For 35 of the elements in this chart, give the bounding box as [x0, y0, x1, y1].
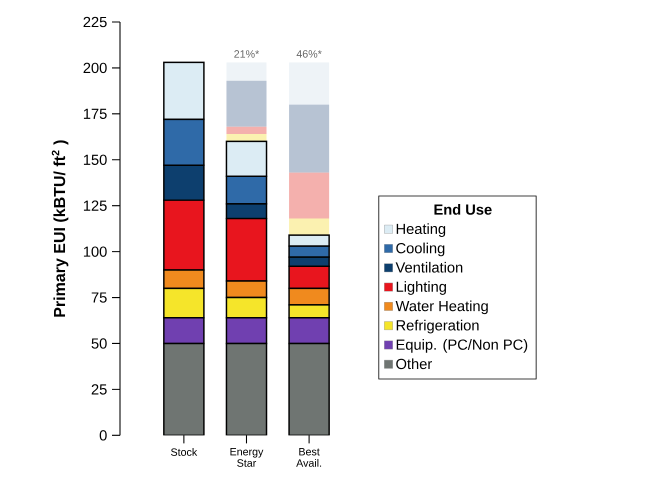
- legend-label: Cooling: [396, 242, 444, 256]
- legend-label: Water Heating: [396, 300, 488, 314]
- y-axis-title: Primary EUI (kBTU/ ft$^{2}$ ): [52, 140, 68, 317]
- bar: [226, 342, 268, 436]
- y-tick-label: 125: [84, 200, 107, 211]
- legend-label: Heating: [396, 223, 446, 237]
- y-tick-label: 200: [84, 62, 107, 74]
- bar: [226, 126, 267, 134]
- y-tick-label: 25: [92, 384, 107, 395]
- bar: [226, 80, 267, 127]
- x-tick-label: Energy Star: [230, 448, 264, 467]
- y-tick-label: 175: [84, 108, 107, 119]
- y-tick-label: 100: [84, 246, 107, 257]
- legend-label: Refrigeration: [396, 320, 479, 334]
- legend-label: Ventilation: [396, 262, 462, 273]
- bar: [288, 342, 330, 436]
- legend-label: Equip. (PC/Non PC): [396, 339, 528, 353]
- y-tick-label: 75: [92, 292, 107, 303]
- legend-label: Lighting: [396, 281, 446, 295]
- bar: [289, 172, 330, 219]
- annotation: 21%*: [234, 50, 260, 58]
- bar: [289, 62, 330, 105]
- y-tick-label: 50: [92, 338, 107, 349]
- legend-title: End Use: [434, 204, 492, 215]
- annotation: 46%*: [296, 50, 322, 58]
- legend-label: Other: [396, 358, 432, 370]
- y-tick-label: 150: [84, 154, 107, 165]
- x-tick-label: Stock: [171, 448, 198, 456]
- bar: [289, 218, 330, 236]
- y-tick-label: 0: [100, 430, 107, 441]
- x-tick-label: Best Avail.: [296, 448, 322, 467]
- y-tick-label: 225: [84, 16, 107, 28]
- bar: [289, 104, 330, 173]
- bar: [163, 342, 205, 436]
- bar: [226, 62, 267, 81]
